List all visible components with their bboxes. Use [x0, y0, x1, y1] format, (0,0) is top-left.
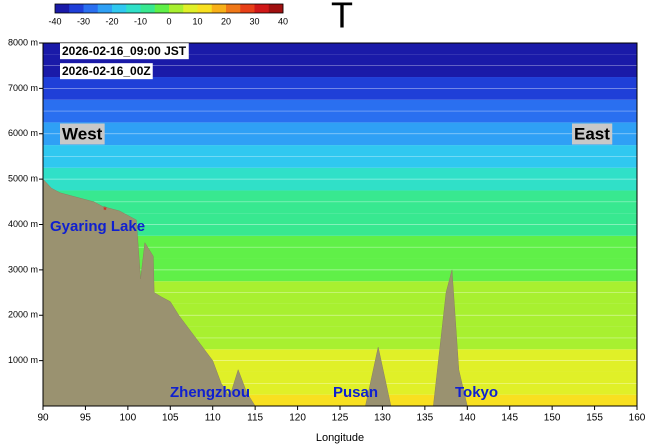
x-tick-label: 120: [289, 413, 306, 424]
temperature-band: [43, 394, 637, 406]
colorbar-swatch: [55, 4, 70, 13]
annotation: West: [62, 124, 103, 143]
colorbar-swatch: [197, 4, 213, 13]
chart-title: T: [331, 0, 353, 36]
y-tick-label: 4000 m: [8, 219, 38, 229]
colorbar-swatch: [140, 4, 156, 13]
x-tick-label: 105: [162, 413, 179, 424]
colorbar-tick-label: -20: [105, 16, 118, 26]
y-tick-label: 8000 m: [8, 37, 38, 47]
x-tick-label: 95: [80, 413, 92, 424]
x-tick-label: 135: [417, 413, 434, 424]
colorbar-tick-label: 20: [221, 16, 231, 26]
annotation: Zhengzhou: [170, 384, 250, 401]
annotation-box: [60, 43, 189, 60]
y-tick-label: 1000 m: [8, 355, 38, 365]
x-axis-label: Longitude: [316, 432, 364, 444]
colorbar-tick-label: -40: [48, 16, 61, 26]
colorbar-tick-label: 30: [249, 16, 259, 26]
x-tick-label: 125: [332, 413, 349, 424]
temperature-band: [43, 43, 637, 55]
annotation: Pusan: [333, 384, 378, 401]
annotation: 2026-02-16_00Z: [62, 64, 151, 78]
x-tick-label: 100: [120, 413, 137, 424]
colorbar-swatch: [211, 4, 227, 13]
x-tick-label: 110: [205, 413, 221, 424]
y-tick-label: 5000 m: [8, 174, 38, 184]
colorbar-swatch: [69, 4, 84, 13]
annotation-box: [60, 123, 105, 145]
colorbar-swatch: [183, 4, 198, 13]
x-tick-label: 115: [247, 413, 263, 424]
y-tick-label: 3000 m: [8, 264, 38, 274]
annotation-box: [60, 63, 153, 80]
colorbar-swatch: [83, 4, 99, 13]
colorbar-tick-label: 10: [192, 16, 202, 26]
terrain: [42, 178, 637, 407]
colorbar-tick-label: -10: [134, 16, 147, 26]
x-tick-label: 160: [629, 413, 646, 424]
x-tick-label: 130: [374, 413, 391, 424]
colorbar-frame: [54, 3, 284, 14]
annotation: East: [574, 124, 610, 143]
colorbar-swatch: [154, 4, 170, 13]
x-tick-label: 140: [459, 413, 476, 424]
y-tick-label: 7000 m: [8, 83, 38, 93]
colorbar-swatch: [126, 4, 141, 13]
x-tick-label: 155: [586, 413, 603, 424]
colorbar-tick-label: -30: [77, 16, 90, 26]
colorbar-swatch: [169, 4, 184, 13]
colorbar-swatch: [240, 4, 255, 13]
x-tick-label: 145: [501, 413, 518, 424]
y-tick-label: 6000 m: [8, 128, 38, 138]
x-tick-label: 90: [37, 413, 49, 424]
colorbar-swatch: [97, 4, 113, 13]
annotation-box: [572, 123, 613, 145]
y-tick-label: 2000 m: [8, 310, 38, 320]
colorbar-swatch: [254, 4, 270, 13]
annotation: Tokyo: [455, 384, 498, 401]
colorbar-swatch: [268, 4, 284, 13]
colorbar-tick-label: 0: [166, 16, 171, 26]
marker: *: [103, 206, 107, 217]
x-tick-label: 150: [544, 413, 561, 424]
colorbar-swatch: [112, 4, 127, 13]
annotation: 2026-02-16_09:00 JST: [62, 44, 187, 58]
colorbar-swatch: [226, 4, 241, 13]
colorbar-tick-label: 40: [278, 16, 288, 26]
annotation: Gyaring Lake: [50, 218, 145, 235]
